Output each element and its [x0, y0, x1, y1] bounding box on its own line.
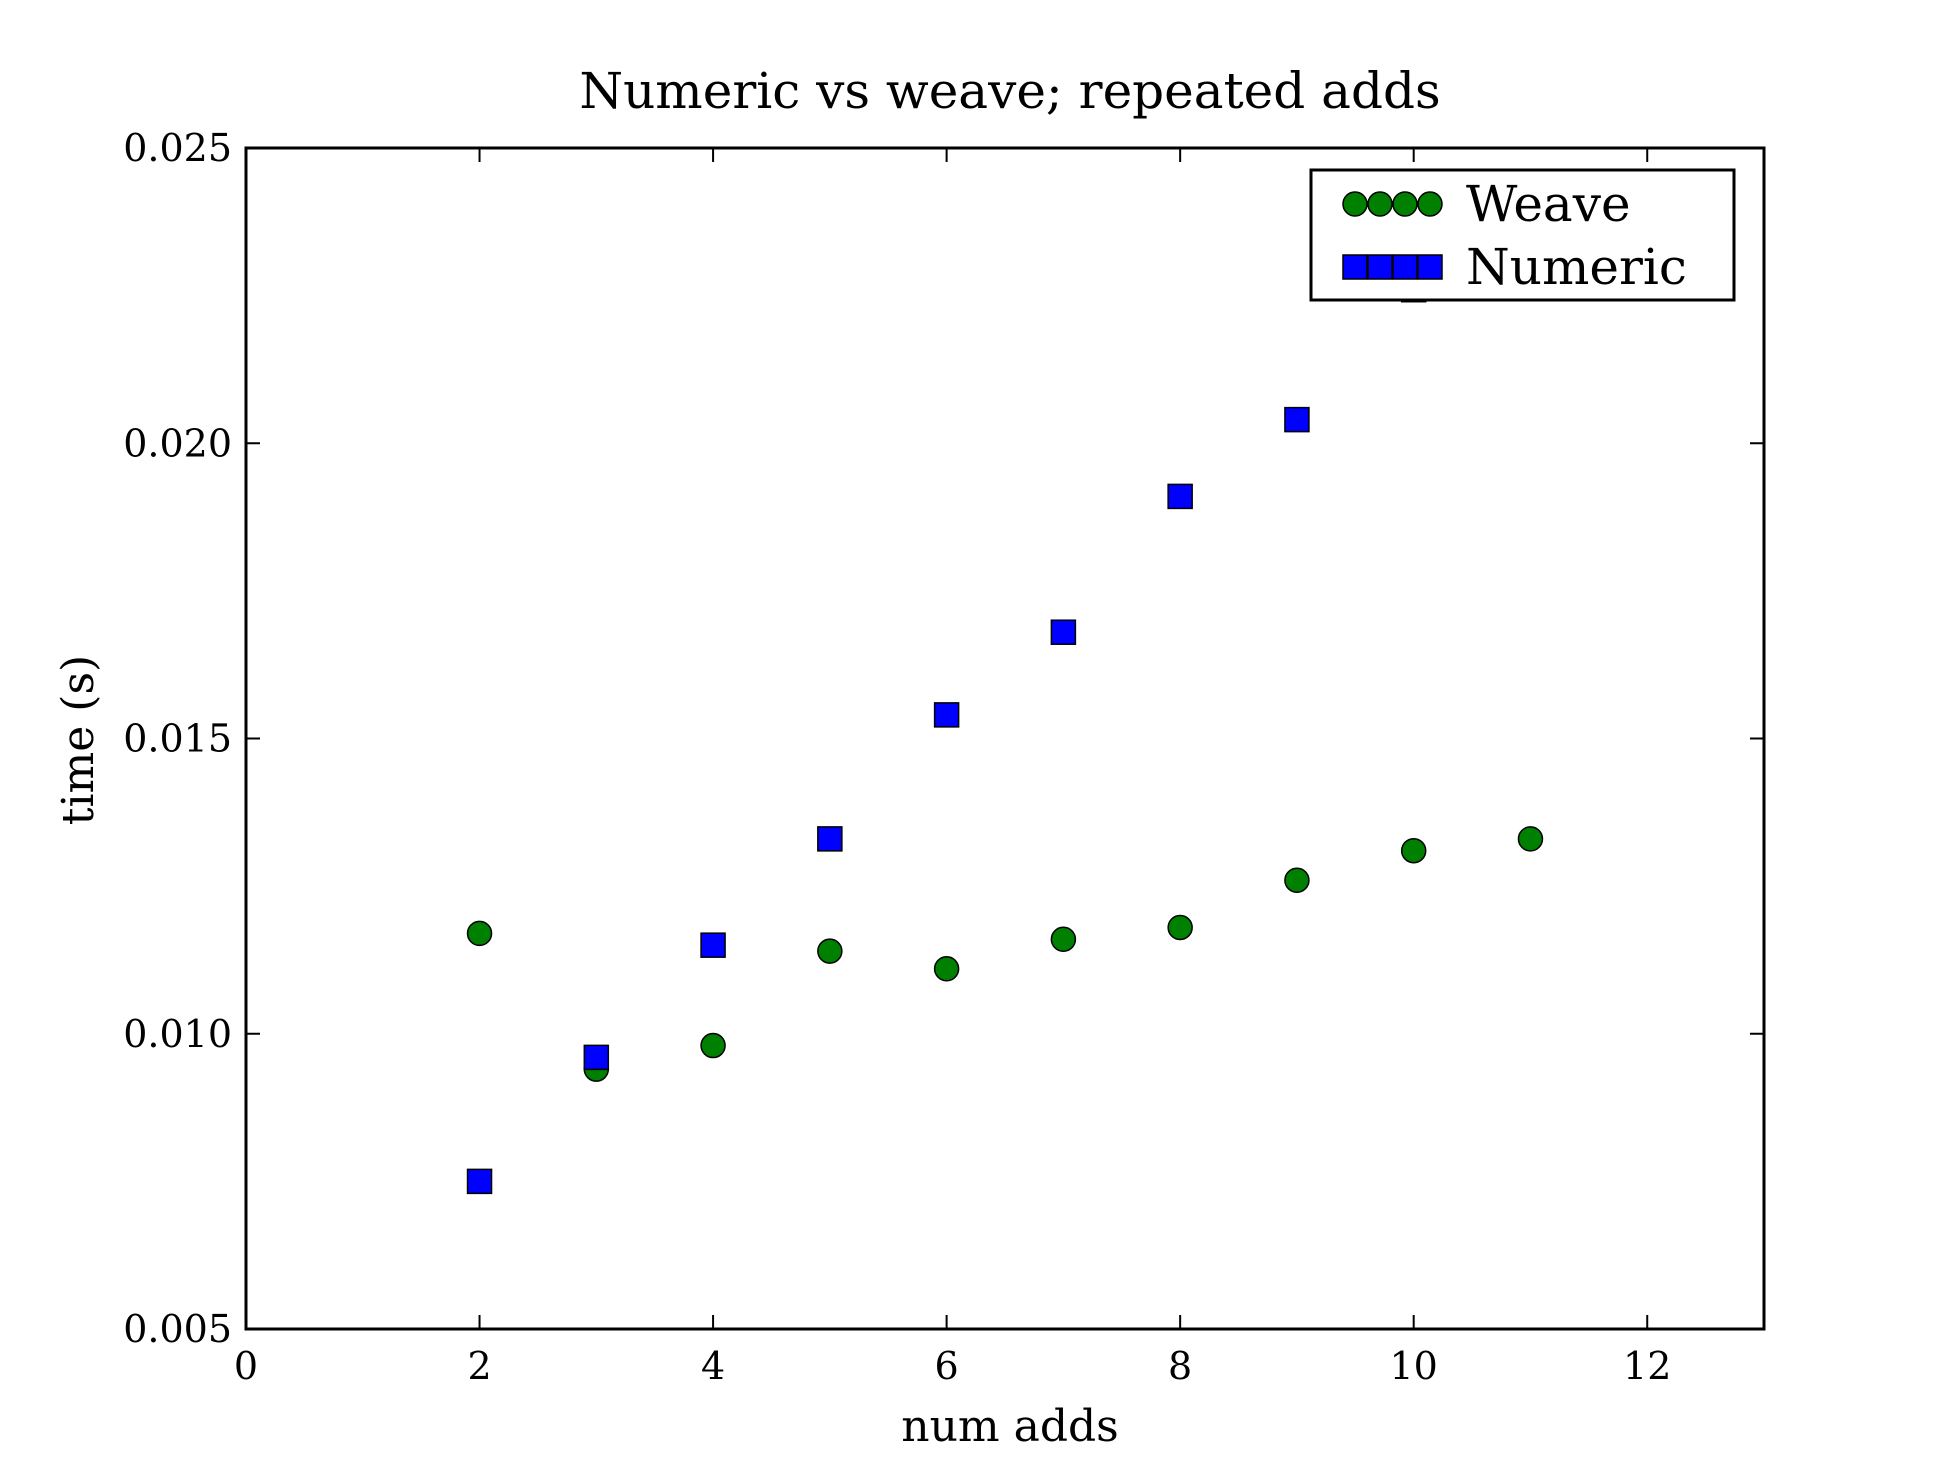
legend-marker-weave	[1342, 191, 1368, 217]
numeric-point	[1167, 483, 1193, 510]
legend-marker-weave	[1367, 191, 1393, 217]
legend-marker-weave	[1417, 191, 1443, 217]
weave-point	[1517, 826, 1544, 852]
x-axis-label: num adds	[901, 1401, 1119, 1452]
x-tick-label: 2	[467, 1344, 491, 1388]
y-tick-label: 0.010	[123, 1012, 232, 1056]
legend-marker-numeric	[1342, 254, 1368, 280]
numeric-point	[933, 702, 960, 728]
weave-point	[1400, 837, 1427, 864]
x-tick-label: 10	[1390, 1344, 1438, 1388]
x-tick-label: 8	[1168, 1344, 1192, 1388]
numeric-point	[1284, 406, 1310, 433]
weave-point	[700, 1032, 726, 1059]
weave-point	[1050, 926, 1077, 953]
numeric-point	[466, 1168, 493, 1195]
plot-area: 0 2 4 6 8 10 12 0.005 0.010 0.015 0.020 0.025	[123, 126, 1766, 1388]
legend-marker-numeric	[1392, 254, 1418, 280]
weave-point	[1167, 914, 1193, 941]
chart-title: Numeric vs weave; repeated adds	[579, 62, 1440, 120]
weave-point	[1284, 867, 1310, 893]
x-tick-label: 12	[1623, 1344, 1671, 1388]
data-markers	[466, 276, 1544, 1195]
legend-marker-numeric	[1417, 254, 1443, 280]
x-tick-label: 4	[701, 1344, 725, 1388]
y-tick-label: 0.015	[123, 717, 232, 761]
y-tick-label: 0.025	[123, 126, 232, 170]
numeric-point	[1050, 619, 1077, 645]
plot-frame	[244, 146, 1766, 1331]
weave-point	[933, 956, 960, 982]
legend-label-weave: Weave	[1466, 175, 1631, 233]
numeric-point	[817, 826, 843, 852]
weave-point	[817, 938, 843, 964]
y-tick-label: 0.020	[123, 421, 232, 465]
legend-marker-numeric	[1367, 254, 1393, 280]
legend-label-numeric: Numeric	[1466, 238, 1687, 296]
weave-point	[466, 920, 493, 947]
numeric-point	[583, 1044, 610, 1071]
y-axis-label: time (s)	[53, 655, 104, 825]
x-tick-label: 6	[935, 1344, 959, 1388]
numeric-point	[700, 932, 726, 958]
x-tick-label: 0	[234, 1344, 258, 1388]
y-tick-label: 0.005	[123, 1307, 232, 1351]
legend-marker-weave	[1392, 191, 1418, 217]
